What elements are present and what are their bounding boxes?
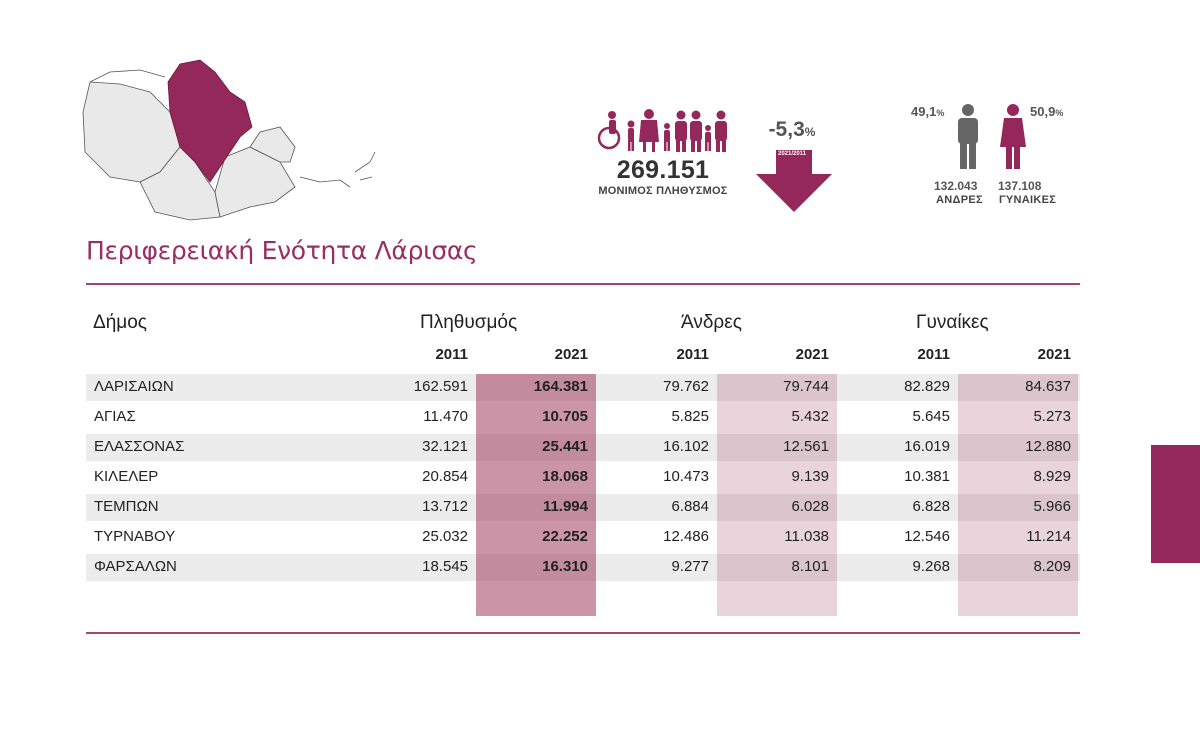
cell-pop-2011: 32.121 — [422, 438, 468, 455]
cell-pop-2021: 16.310 — [542, 558, 588, 575]
change-value: -5,3 — [768, 118, 805, 141]
cell-women-2021: 5.273 — [1033, 408, 1071, 425]
change-period: 2021/2011 — [777, 151, 807, 157]
side-tab — [1151, 445, 1200, 563]
region-map — [82, 59, 376, 221]
municipality-name: ΦΑΡΣΑΛΩΝ — [94, 558, 177, 575]
year-header-pop-2021: 2021 — [554, 346, 588, 363]
table-row: ΤΥΡΝΑΒΟΥ 25.032 22.252 12.486 11.038 12.546 11… — [86, 522, 1080, 552]
men-pct: 49,1 — [911, 104, 937, 119]
men-label: ΑΝΔΡΕΣ — [936, 194, 983, 206]
table-row: ΚΙΛΕΛΕΡ 20.854 18.068 10.473 9.139 10.381 8.92… — [86, 462, 1080, 492]
year-header-pop-2011: 2011 — [435, 346, 468, 363]
women-2021-column-highlight — [958, 374, 1078, 616]
cell-men-2021: 79.744 — [783, 378, 829, 395]
cell-men-2011: 6.884 — [671, 498, 709, 515]
cell-women-2011: 6.828 — [912, 498, 950, 515]
cell-pop-2011: 25.032 — [422, 528, 468, 545]
women-count: 137.108 — [998, 179, 1042, 193]
cell-pop-2021: 10.705 — [542, 408, 588, 425]
men-2021-column-highlight — [717, 374, 837, 616]
municipality-name: ΑΓΙΑΣ — [94, 408, 136, 425]
cell-women-2021: 8.929 — [1033, 468, 1071, 485]
cell-pop-2021: 22.252 — [542, 528, 588, 545]
table-row: ΕΛΑΣΣΟΝΑΣ 32.121 25.441 16.102 12.561 16.019 1… — [86, 432, 1080, 462]
municipality-name: ΤΕΜΠΩΝ — [94, 498, 159, 515]
cell-men-2011: 79.762 — [663, 378, 709, 395]
total-population-label: ΜΟΝΙΜΟΣ ΠΛΗΘΥΣΜΟΣ — [598, 185, 728, 197]
cell-men-2021: 6.028 — [791, 498, 829, 515]
table-row: ΛΑΡΙΣΑΙΩΝ 162.591 164.381 79.762 79.744 82.82… — [86, 372, 1080, 402]
cell-men-2021: 8.101 — [791, 558, 829, 575]
cell-pop-2011: 11.470 — [423, 408, 468, 425]
cell-women-2021: 12.880 — [1025, 438, 1071, 455]
cell-men-2021: 11.038 — [784, 528, 829, 545]
cell-men-2021: 12.561 — [783, 438, 829, 455]
cell-men-2011: 9.277 — [671, 558, 709, 575]
women-label: ΓΥΝΑΙΚΕΣ — [999, 194, 1057, 206]
cell-women-2021: 84.637 — [1025, 378, 1071, 395]
cell-pop-2021: 164.381 — [533, 378, 588, 395]
woman-icon — [1000, 104, 1026, 169]
cell-women-2021: 8.209 — [1033, 558, 1071, 575]
cell-men-2011: 12.486 — [663, 528, 709, 545]
cell-women-2021: 5.966 — [1033, 498, 1071, 515]
cell-pop-2011: 18.545 — [422, 558, 468, 575]
pop-2021-column-highlight — [476, 374, 596, 616]
men-pct-unit: % — [936, 108, 945, 118]
cell-women-2011: 9.268 — [912, 558, 950, 575]
cell-men-2021: 9.139 — [791, 468, 829, 485]
total-population-block: 269.151 ΜΟΝΙΜΟΣ ΠΛΗΘΥΣΜΟΣ — [588, 106, 738, 197]
cell-women-2011: 82.829 — [904, 378, 950, 395]
cell-pop-2011: 13.712 — [422, 498, 468, 515]
cell-pop-2011: 20.854 — [422, 468, 468, 485]
header-population: Πληθυσμός — [420, 312, 518, 333]
larisa-highlight — [167, 59, 253, 183]
municipality-name: ΛΑΡΙΣΑΙΩΝ — [94, 378, 174, 395]
cell-pop-2021: 18.068 — [542, 468, 588, 485]
municipality-name: ΚΙΛΕΛΕΡ — [94, 468, 159, 485]
year-header-men-2011: 2011 — [676, 346, 709, 363]
cell-pop-2011: 162.591 — [413, 378, 468, 395]
cell-women-2011: 12.546 — [904, 528, 950, 545]
down-arrow-icon — [756, 150, 832, 212]
header-men: Άνδρες — [681, 312, 742, 333]
year-header-women-2021: 2021 — [1037, 346, 1071, 363]
cell-women-2011: 10.381 — [904, 468, 950, 485]
people-icon — [597, 109, 727, 152]
cell-women-2011: 16.019 — [904, 438, 950, 455]
cell-men-2011: 16.102 — [663, 438, 709, 455]
header-municipality: Δήμος — [93, 312, 147, 333]
table-row: ΑΓΙΑΣ 11.470 10.705 5.825 5.432 5.645 5.273 — [86, 402, 1080, 432]
population-change: -5,3% — [752, 118, 832, 142]
total-population-value: 269.151 — [616, 156, 710, 184]
women-pct: 50,9 — [1030, 104, 1056, 119]
header-women: Γυναίκες — [916, 312, 989, 333]
cell-pop-2021: 25.441 — [542, 438, 588, 455]
municipality-name: ΕΛΑΣΣΟΝΑΣ — [94, 438, 185, 455]
top-divider — [86, 283, 1080, 285]
cell-men-2011: 5.825 — [671, 408, 709, 425]
change-unit: % — [804, 125, 816, 139]
men-count: 132.043 — [934, 179, 978, 193]
cell-pop-2021: 11.994 — [542, 498, 588, 515]
man-icon — [958, 104, 978, 169]
cell-women-2011: 5.645 — [912, 408, 950, 425]
cell-men-2011: 10.473 — [663, 468, 709, 485]
page-title: Περιφερειακή Ενότητα Λάρισας — [86, 236, 478, 265]
cell-men-2021: 5.432 — [791, 408, 829, 425]
table-row: ΤΕΜΠΩΝ 13.712 11.994 6.884 6.028 6.828 5.966 — [86, 492, 1080, 522]
thessaly-map-background — [82, 69, 376, 221]
cell-women-2021: 11.214 — [1026, 528, 1071, 545]
bottom-divider — [86, 632, 1080, 634]
year-header-men-2021: 2021 — [795, 346, 829, 363]
women-pct-unit: % — [1055, 108, 1064, 118]
table-row: ΦΑΡΣΑΛΩΝ 18.545 16.310 9.277 8.101 9.268 8.209 — [86, 552, 1080, 582]
municipality-name: ΤΥΡΝΑΒΟΥ — [94, 528, 176, 545]
year-header-women-2011: 2011 — [917, 346, 950, 363]
